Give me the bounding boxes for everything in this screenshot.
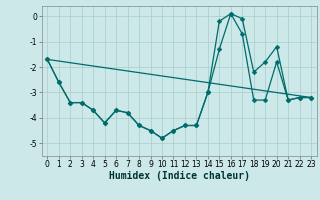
X-axis label: Humidex (Indice chaleur): Humidex (Indice chaleur) [109, 171, 250, 181]
